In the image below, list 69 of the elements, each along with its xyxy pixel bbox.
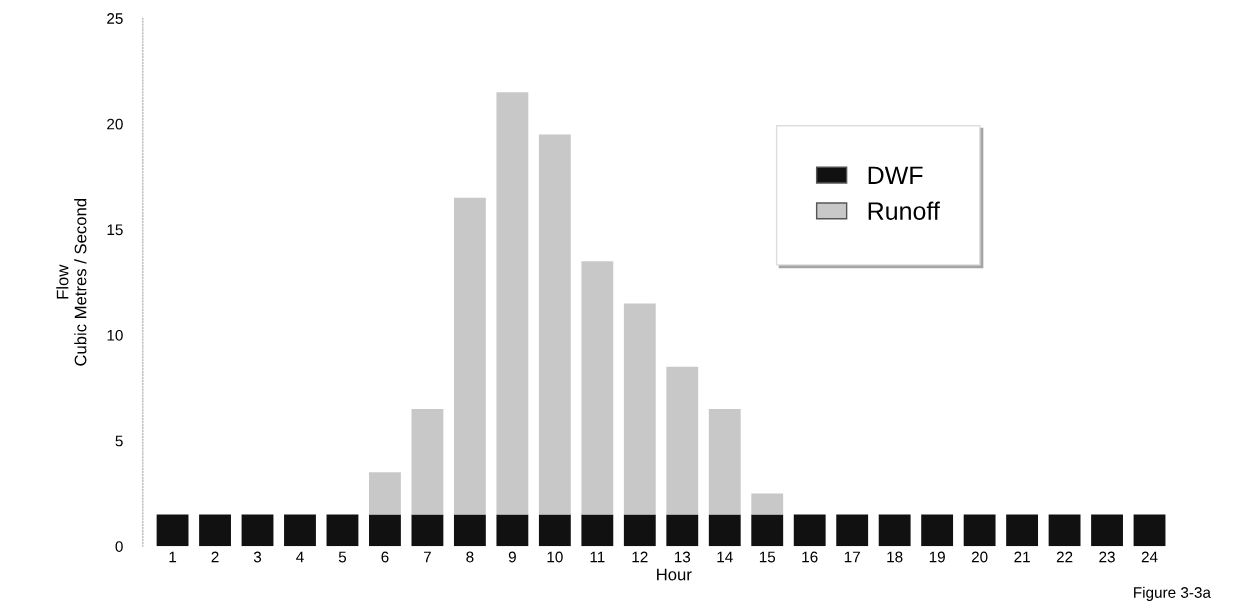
- bar: [284, 514, 316, 547]
- legend-label: Runoff: [868, 201, 940, 220]
- x-tick-label: 23: [1099, 551, 1115, 563]
- x-tick-label: 20: [971, 551, 988, 563]
- bar: [411, 514, 444, 547]
- bar: [199, 514, 231, 547]
- bar: [326, 514, 359, 547]
- y-tick-label: 15: [107, 224, 123, 236]
- x-tick-label: 19: [929, 551, 945, 563]
- y-axis-title: Flow Cubic Metres / Second: [56, 199, 87, 366]
- x-tick-label: 21: [1014, 551, 1030, 563]
- x-tick-label: 18: [887, 551, 903, 563]
- bar: [581, 514, 614, 547]
- x-tick-label: 3: [253, 551, 262, 563]
- bar: [538, 134, 571, 515]
- x-tick-label: 17: [844, 551, 860, 563]
- x-tick-label: 22: [1056, 551, 1073, 563]
- y-tick-label: 0: [115, 541, 123, 552]
- bar: [411, 409, 444, 515]
- x-tick-label: 7: [423, 551, 431, 563]
- bar: [538, 514, 571, 547]
- bar: [921, 514, 954, 547]
- x-tick-label: 15: [759, 551, 776, 563]
- bar: [1006, 514, 1039, 547]
- bar: [793, 514, 826, 547]
- bar: [581, 261, 614, 515]
- x-tick-label: 5: [338, 551, 347, 563]
- x-tick-label: 10: [547, 551, 563, 563]
- bar: [666, 514, 699, 547]
- bar: [751, 514, 784, 547]
- x-tick-label: 9: [508, 551, 516, 563]
- y-tick-label: 25: [107, 13, 123, 24]
- x-tick-label: 14: [717, 551, 733, 563]
- bar: [623, 514, 656, 547]
- bar: [496, 92, 529, 515]
- bar: [708, 514, 741, 547]
- bar: [1133, 514, 1166, 547]
- bar: [453, 514, 486, 547]
- x-tick-label: 13: [674, 551, 691, 563]
- bar: [878, 514, 911, 547]
- bar: [496, 514, 529, 547]
- bar: [1048, 514, 1081, 547]
- bar: [963, 514, 996, 547]
- x-axis-title: Hour: [657, 568, 692, 581]
- bar: [1091, 514, 1123, 547]
- legend-label: DWF: [868, 166, 923, 184]
- bar: [453, 197, 486, 515]
- y-tick-label: 5: [115, 435, 123, 447]
- x-tick-label: 2: [211, 551, 219, 563]
- x-tick-label: 8: [466, 551, 474, 563]
- y-tick-label: 10: [107, 329, 123, 341]
- x-tick-label: 12: [632, 551, 648, 563]
- x-tick-label: 4: [296, 551, 304, 563]
- bar: [241, 514, 274, 547]
- bar: [369, 514, 401, 547]
- x-tick-label: 6: [381, 551, 389, 563]
- x-tick-label: 1: [169, 551, 177, 563]
- x-tick-label: 11: [590, 551, 605, 563]
- bar: [623, 303, 656, 515]
- y-tick-label: 20: [107, 118, 123, 130]
- bar: [369, 472, 401, 515]
- bar: [666, 366, 699, 515]
- x-tick-label: 24: [1141, 551, 1158, 563]
- bar: [751, 493, 784, 515]
- x-tick-label: 16: [802, 551, 818, 563]
- bar: [156, 514, 189, 547]
- bar: [836, 514, 869, 547]
- bar: [708, 409, 741, 515]
- caption: Figure 3-3a: [1134, 586, 1211, 601]
